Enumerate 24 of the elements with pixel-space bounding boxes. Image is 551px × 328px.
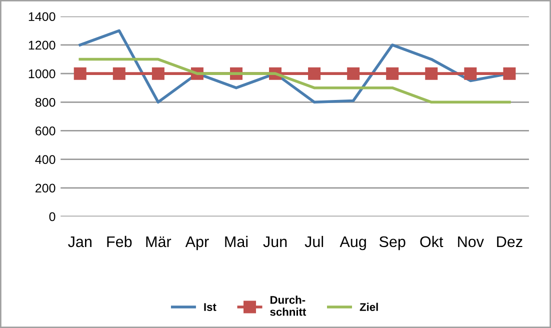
y-tick-label: 200 [36,184,56,193]
x-tick-label: Jan [68,236,92,248]
x-tick-label: Okt [420,236,444,248]
line-series [78,58,511,104]
y-tick-label: 400 [35,155,56,164]
y-tick-label: 800 [35,98,56,107]
x-tick-label: Sep [379,236,406,250]
x-tick-label: Aug [340,236,366,250]
y-tick-label: 1400 [28,12,56,22]
x-tick-label: Dez [497,236,522,248]
x-tick-label: Mai [225,236,248,248]
y-tick-label: 0 [49,212,56,222]
x-tick-label: Jun [263,236,287,248]
y-tick-label: 1000 [28,69,56,78]
legend-label: Ist [204,303,216,311]
x-tick-label: Mär [146,236,172,248]
y-tick-label: 600 [36,126,56,136]
x-tick-label: Feb [107,236,132,248]
x-tick-label: Nov [458,236,484,248]
legend-label: Ziel [360,302,378,311]
legend-label: Durch- schnitt [270,296,306,316]
x-tick-label: Apr [185,236,209,250]
x-tick-label: Jul [304,236,324,248]
y-tick-label: 1200 [28,40,56,50]
